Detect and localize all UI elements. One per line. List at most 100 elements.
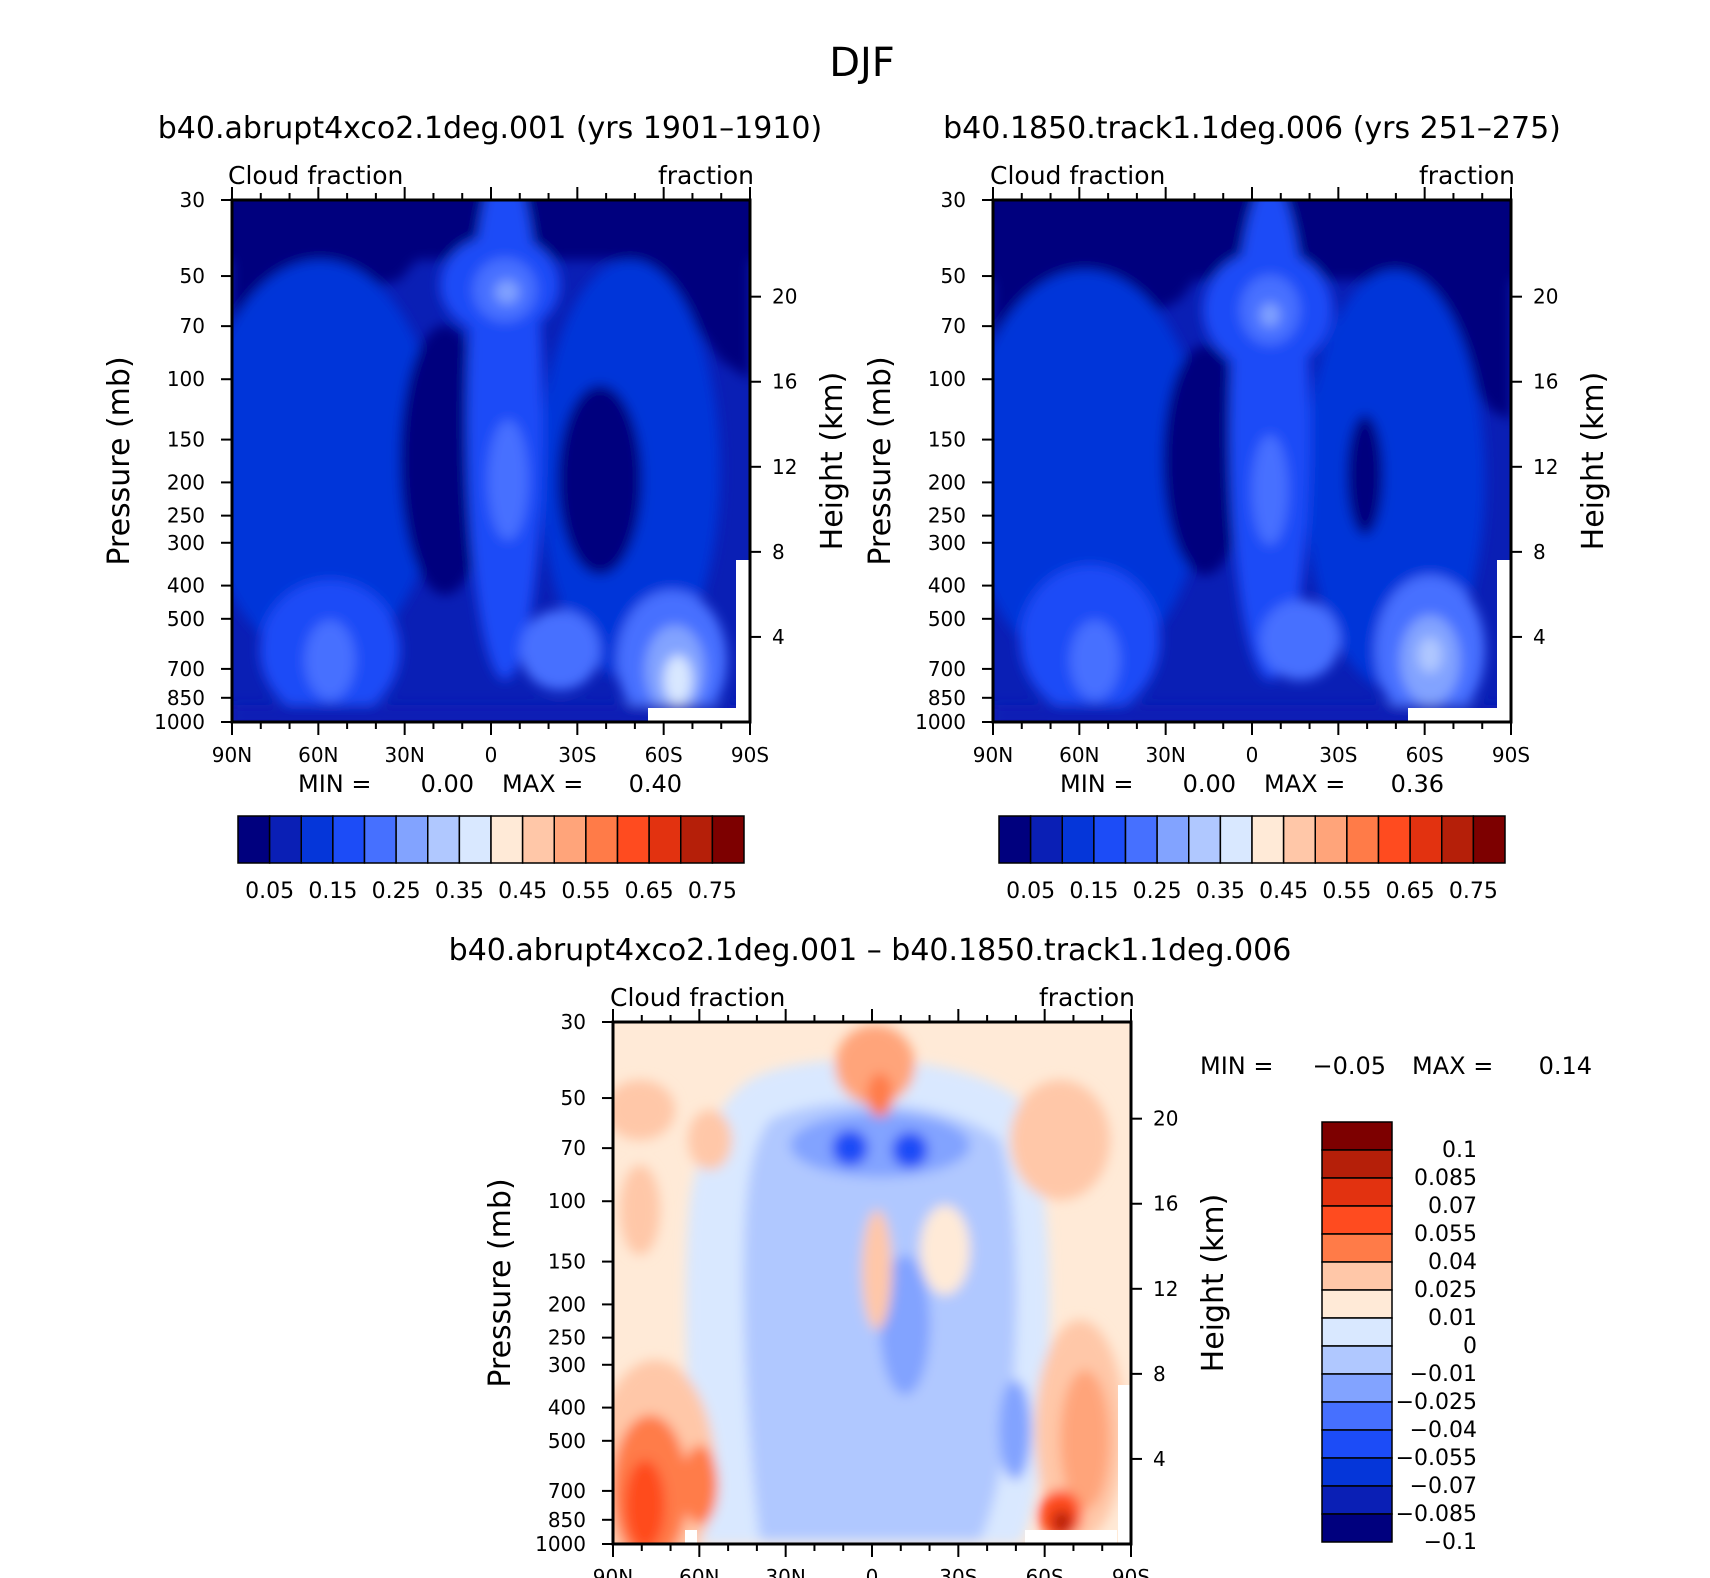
colorbar-label: 0.05 — [245, 879, 294, 904]
nh-subtropical-minimum — [1163, 345, 1247, 575]
colorbar-label: 0.35 — [1196, 879, 1245, 904]
x-tick-label: 0 — [866, 1565, 879, 1578]
tropical-boundary-layer — [520, 610, 600, 690]
colorbar-label: 0.055 — [1414, 1222, 1477, 1247]
colorbar-swatch — [1093, 815, 1127, 864]
y-tick-label: 50 — [941, 264, 966, 288]
panel-3-field — [613, 1022, 1131, 1544]
colorbar-label: 0 — [1463, 1334, 1477, 1359]
colorbar-swatch — [1321, 1345, 1393, 1375]
midlevel-decrease — [880, 1255, 930, 1395]
colorbar-swatch — [585, 815, 619, 864]
colorbar-label: 0.55 — [561, 879, 610, 904]
colorbar-swatch — [332, 815, 366, 864]
x-tick-label: 90N — [973, 743, 1013, 767]
panel-3-max-label: MAX = — [1412, 1052, 1493, 1080]
colorbar-swatch — [427, 815, 461, 864]
y-tick-label: 150 — [928, 428, 966, 452]
y-tick-label: 200 — [548, 1292, 586, 1316]
y-axis-label: Pressure (mb) — [102, 356, 137, 565]
y-axis-label: Pressure (mb) — [863, 356, 898, 565]
nh-boundary-layer-core — [1070, 620, 1120, 700]
tropical-midlevel — [488, 420, 528, 540]
colorbar-swatch — [1029, 815, 1063, 864]
colorbar-label: 0.15 — [1069, 879, 1118, 904]
colorbar-swatch — [1282, 815, 1316, 864]
tropical-anvil-peak — [495, 280, 519, 304]
colorbar-swatch — [616, 815, 650, 864]
missing-data — [1408, 708, 1498, 722]
figure-title: DJF — [829, 40, 895, 86]
colorbar-label: 0.05 — [1006, 879, 1055, 904]
y-tick-label: 100 — [928, 367, 966, 391]
x-tick-label: 30S — [939, 1565, 977, 1578]
colorbar-label: 0.085 — [1414, 1166, 1477, 1191]
y2-tick-label: 4 — [772, 625, 785, 649]
colorbar-label: 0.65 — [1386, 879, 1435, 904]
nh-upper-increase — [613, 1080, 675, 1140]
colorbar-label: 0.35 — [435, 879, 484, 904]
colorbar-swatch — [1156, 815, 1190, 864]
colorbar-swatch — [363, 815, 397, 864]
panel-3-min-value: −0.05 — [1312, 1052, 1386, 1080]
x-tick-label: 90N — [212, 743, 252, 767]
colorbar-swatch — [1321, 1289, 1393, 1319]
sh-subtropical-minimum — [558, 385, 642, 575]
panel-1-min-label: MIN = — [298, 770, 371, 798]
panel-1-max-label: MAX = — [502, 770, 583, 798]
y-tick-label: 70 — [180, 314, 205, 338]
y2-tick-label: 8 — [772, 540, 785, 564]
nh-boundary-layer-core — [305, 620, 355, 700]
sh-upper-increase — [1010, 1080, 1110, 1200]
colorbar-swatch — [711, 815, 745, 864]
y2-axis-label: Height (km) — [815, 372, 850, 551]
y-tick-label: 200 — [928, 470, 966, 494]
colorbar-label: −0.01 — [1410, 1362, 1477, 1387]
panel-2-max-label: MAX = — [1264, 770, 1345, 798]
so-low-cloud-peak — [664, 655, 692, 705]
panel-1: b40.abrupt4xco2.1deg.001 (yrs 1901–1910)… — [102, 111, 850, 904]
colorbar-swatch — [1321, 1401, 1393, 1431]
colorbar-swatch — [1472, 815, 1506, 864]
colorbar-label: 0.45 — [1259, 879, 1308, 904]
panel-3-min-label: MIN = — [1200, 1052, 1273, 1080]
y-tick-label: 50 — [180, 264, 205, 288]
colorbar-swatch — [553, 815, 587, 864]
colorbar-label: 0.01 — [1428, 1306, 1477, 1331]
panel-3-colorbar: 0.1 0.085 0.07 0.055 0.04 0.025 0.01 0 −0.01 −0.0… — [1321, 1121, 1477, 1555]
x-tick-label: 60S — [645, 743, 683, 767]
y2-tick-label: 12 — [772, 455, 797, 479]
y-tick-label: 400 — [548, 1396, 586, 1420]
panel-3: b40.abrupt4xco2.1deg.001 – b40.1850.trac… — [449, 933, 1592, 1578]
y-tick-label: 500 — [548, 1429, 586, 1453]
colorbar-label: 0.65 — [625, 879, 674, 904]
colorbar-swatch — [1321, 1429, 1393, 1459]
y-tick-label: 70 — [561, 1136, 586, 1160]
colorbar-swatch — [1377, 815, 1411, 864]
panel-1-field — [232, 200, 750, 722]
x-tick-label: 60N — [679, 1565, 719, 1578]
x-tick-label: 60N — [298, 743, 338, 767]
x-tick-label: 30S — [558, 743, 596, 767]
panel-2-colorbar: 0.05 0.15 0.25 0.35 0.45 0.55 0.65 0.75 — [998, 815, 1506, 904]
y-tick-label: 150 — [548, 1250, 586, 1274]
x-tick-label: 30N — [1145, 743, 1185, 767]
upper-decrease-core-b — [892, 1132, 928, 1168]
colorbar-swatch — [1321, 1149, 1393, 1179]
y-tick-label: 200 — [167, 470, 205, 494]
tropical-anvil-peak — [1260, 303, 1280, 327]
colorbar-label: −0.055 — [1396, 1446, 1477, 1471]
y2-tick-label: 20 — [772, 285, 797, 309]
sh-subtropical-minimum — [1347, 415, 1383, 535]
colorbar-swatch — [1321, 1177, 1393, 1207]
colorbar-label: 0.25 — [1133, 879, 1182, 904]
colorbar-swatch — [1321, 1121, 1393, 1151]
colorbar-label: 0.25 — [372, 879, 421, 904]
colorbar-swatch — [1219, 815, 1253, 864]
y-tick-label: 1000 — [915, 710, 966, 734]
so-increase-mid — [1060, 1370, 1110, 1510]
panel-1-colorbar: 0.05 0.15 0.25 0.35 0.45 0.55 0.65 0.75 — [237, 815, 745, 904]
y-tick-label: 1000 — [535, 1532, 586, 1556]
